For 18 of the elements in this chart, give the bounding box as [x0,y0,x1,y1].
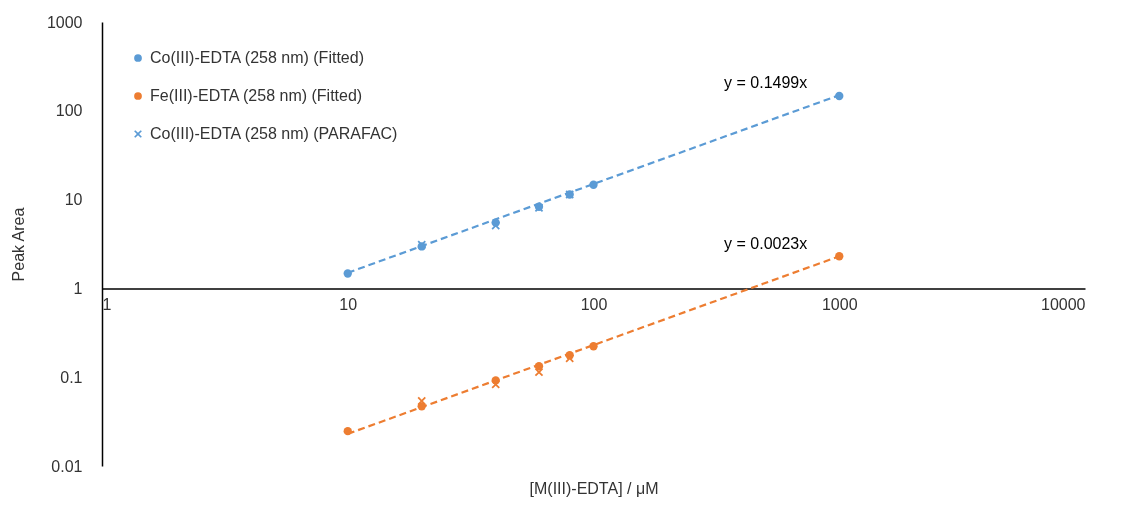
x-tick-label: 1000 [821,295,858,313]
x-tick-label: 10 [339,295,358,313]
legend-label: Co(III)-EDTA (258 nm) (Fitted) [150,49,364,66]
y-tick-label: 1 [73,279,83,297]
y-tick-label: 0.1 [60,368,83,386]
legend-label: Co(III)-EDTA (258 nm) (PARAFAC) [150,125,398,142]
x-axis-title: [M(III)-EDTA] / μM [529,479,659,497]
y-tick-label: 10 [64,191,83,209]
y-tick-label: 1000 [46,13,83,31]
y-tick-label: 0.01 [51,457,83,475]
x-tick-label: 10000 [1041,295,1086,313]
x-tick-label: 1 [102,295,112,313]
x-tick-label: 100 [580,295,608,313]
y-tick-label: 100 [55,102,83,120]
y-axis-title: Peak Area [9,207,27,282]
annotation: y = 0.1499x [724,74,808,92]
annotation: y = 0.0023x [724,235,808,253]
legend-label: Fe(III)-EDTA (258 nm) (Fitted) [150,87,363,104]
